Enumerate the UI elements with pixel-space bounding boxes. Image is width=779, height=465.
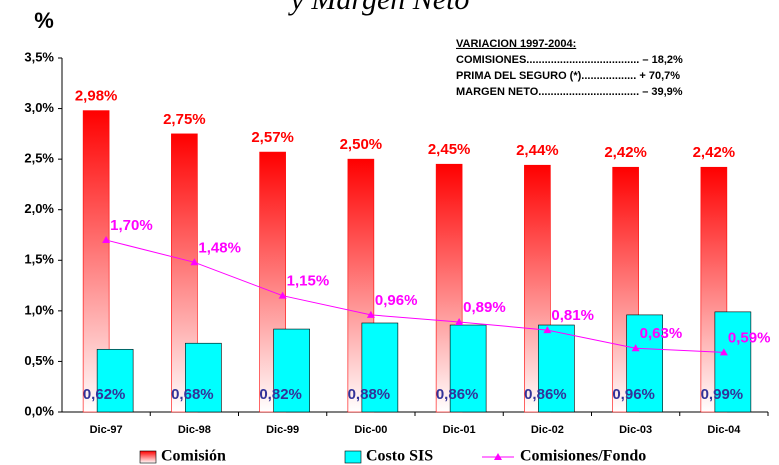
bar <box>449 324 487 413</box>
data-label: 0,86% <box>436 386 479 403</box>
bar <box>626 314 663 413</box>
legend-label: Comisiones/Fondo <box>520 448 646 465</box>
marker <box>190 258 199 266</box>
data-label: 0,62% <box>83 386 126 403</box>
x-tick-label: Dic-99 <box>266 424 299 436</box>
data-label: 2,44% <box>516 142 559 159</box>
y-tick-label: 1,5% <box>24 252 54 267</box>
data-label: 1,48% <box>198 239 241 256</box>
data-label: 0,86% <box>524 386 567 403</box>
bar <box>714 311 752 413</box>
annotation-title: VARIACION 1997-2004: <box>456 38 576 50</box>
y-tick-label: 0,5% <box>24 353 54 368</box>
data-label: 2,42% <box>604 144 647 161</box>
data-label: 0,81% <box>551 307 594 324</box>
y-tick-label: 0,0% <box>24 403 54 418</box>
data-label: 2,42% <box>693 144 736 161</box>
marker <box>102 236 111 244</box>
x-tick-label: Dic-00 <box>354 424 387 436</box>
data-label: 0,82% <box>259 386 302 403</box>
data-label: 0,96% <box>375 292 418 309</box>
legend-marker <box>494 453 502 460</box>
data-label: 0,63% <box>640 325 683 342</box>
x-tick-label: Dic-02 <box>531 424 564 436</box>
bar <box>347 158 375 413</box>
annotation-line: COMISIONES..............................… <box>456 54 683 66</box>
data-label: 0,99% <box>701 386 744 403</box>
data-label: 0,89% <box>463 299 506 316</box>
bar <box>96 348 134 413</box>
bar <box>171 133 198 413</box>
data-label: 1,70% <box>110 217 153 234</box>
marker <box>278 291 287 299</box>
legend-swatch <box>139 450 157 464</box>
data-label: 2,50% <box>340 136 383 153</box>
data-label: 1,15% <box>287 273 330 290</box>
marker <box>719 348 728 356</box>
bar <box>538 324 575 413</box>
x-tick-label: Dic-04 <box>707 424 741 436</box>
y-tick-label: 3,0% <box>24 100 54 115</box>
y-tick-label: 3,5% <box>24 49 54 64</box>
x-tick-label: Dic-01 <box>443 424 476 436</box>
data-label: 0,88% <box>348 386 391 403</box>
chart-title: y Margen Neto <box>288 0 470 16</box>
y-tick-label: 1,0% <box>24 302 54 317</box>
annotation-line: MARGEN NETO.............................… <box>456 86 683 98</box>
annotation-line: PRIMA DEL SEGURO (*).................. +… <box>456 70 680 82</box>
marker <box>631 344 640 352</box>
bar <box>361 322 399 413</box>
data-label: 2,75% <box>163 111 206 128</box>
line <box>106 239 724 353</box>
legend-label: Costo SIS <box>366 448 433 465</box>
legend-swatch <box>344 450 362 464</box>
legend-label: Comisión <box>161 448 226 465</box>
data-label: 0,96% <box>612 386 655 403</box>
data-label: 2,45% <box>428 141 471 158</box>
bar <box>273 328 310 413</box>
data-label: 0,68% <box>171 386 214 403</box>
y-tick-label: 2,0% <box>24 201 54 216</box>
x-tick-label: Dic-97 <box>90 424 123 436</box>
marker <box>543 326 552 334</box>
marker <box>366 310 375 318</box>
x-tick-label: Dic-98 <box>178 424 211 436</box>
y-tick-label: 2,5% <box>24 151 54 166</box>
data-label: 0,59% <box>728 329 771 346</box>
data-label: 2,57% <box>251 129 294 146</box>
bar <box>185 342 222 413</box>
x-tick-label: Dic-03 <box>619 424 652 436</box>
y-axis-label: % <box>34 8 54 33</box>
data-label: 2,98% <box>75 88 118 105</box>
marker <box>455 317 464 325</box>
